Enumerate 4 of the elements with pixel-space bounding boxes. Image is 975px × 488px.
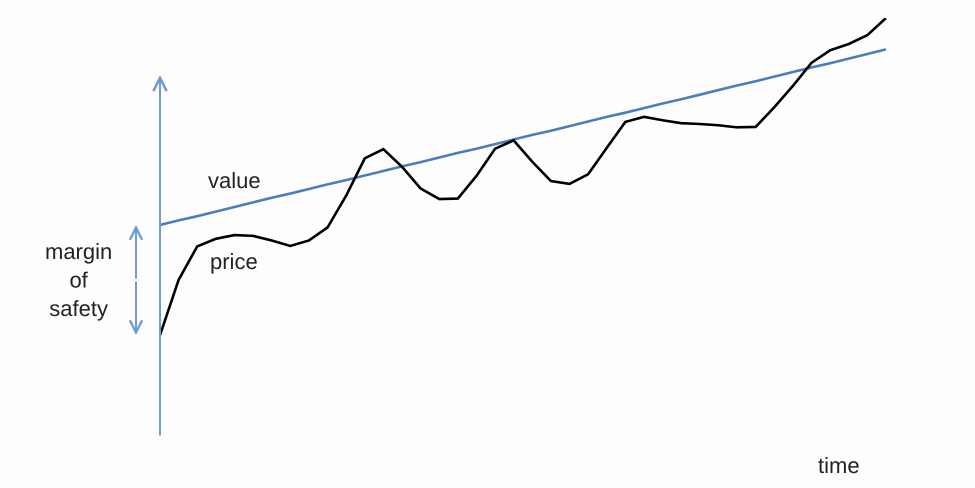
series-label: value [208, 168, 261, 193]
series-label: price [210, 249, 258, 274]
text: margin of safety [45, 239, 112, 322]
x-axis-title: time [818, 453, 860, 478]
